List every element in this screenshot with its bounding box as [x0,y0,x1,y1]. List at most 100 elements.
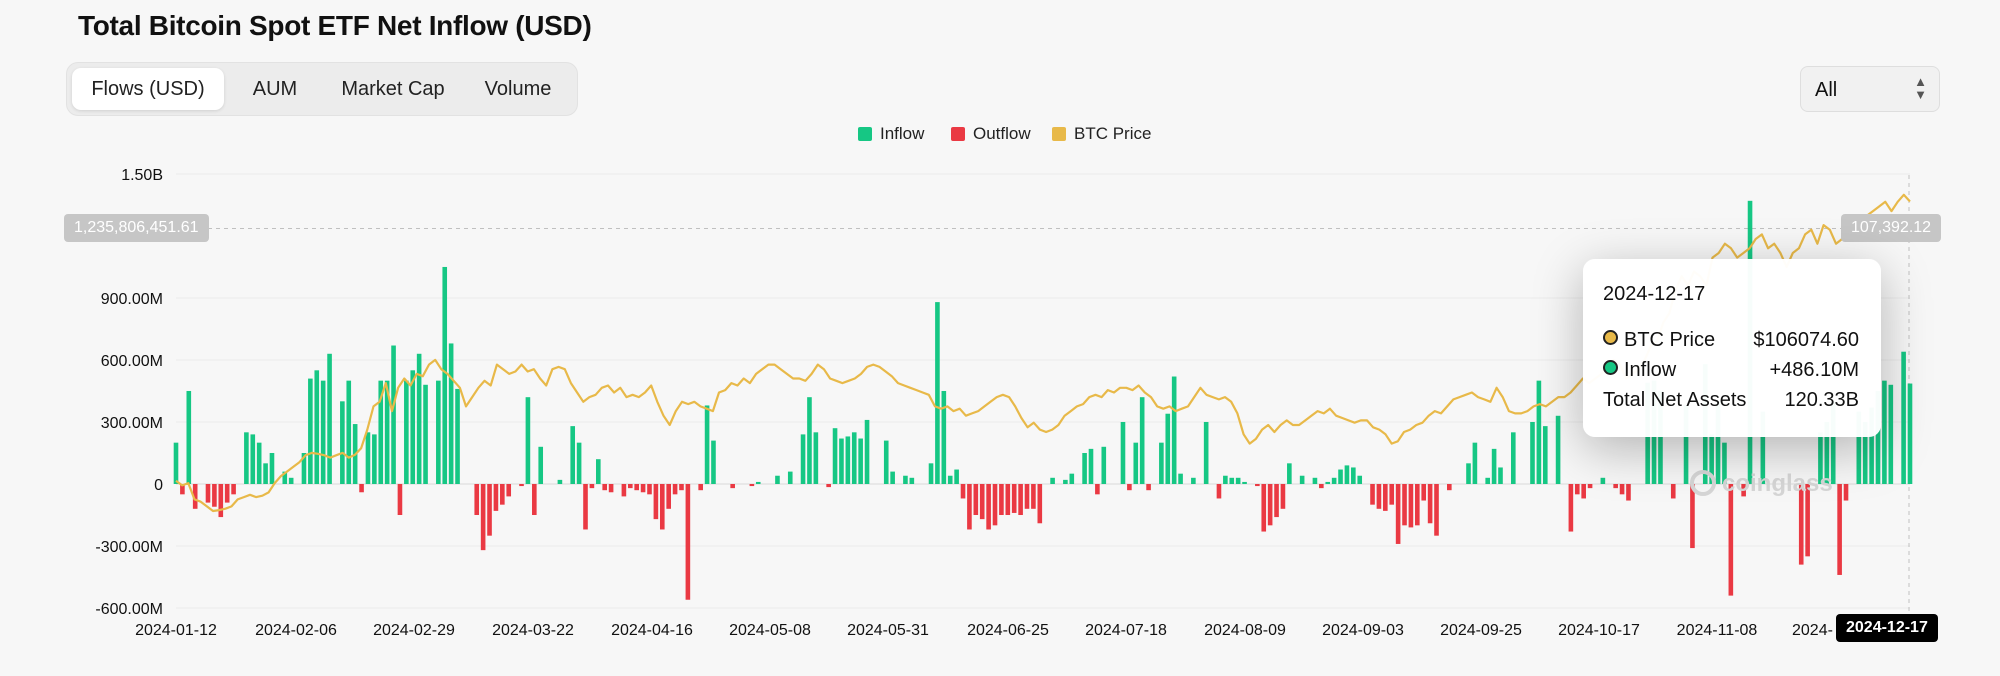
outflow-bar [1095,484,1100,495]
x-tick-label: 2024-05-08 [729,622,811,639]
inflow-bar [1242,481,1247,484]
inflow-bar [1299,475,1305,484]
page-title: Total Bitcoin Spot ETF Net Inflow (USD) [78,10,592,41]
outflow-bar [192,484,198,509]
inflow-bar [1856,411,1862,484]
inflow-bar [1178,473,1183,484]
x-axis-labels: 2024-01-12 2024-02-06 2024-02-29 2024-03-22… [135,622,1833,639]
tab-aum[interactable]: AUM [252,78,298,100]
inflow-bar [410,370,416,484]
inflow-bar [1344,465,1350,484]
y-axis-labels: 1.50B 900.00M 600.00M 300.00M 0 -300.00M -600.… [95,167,163,618]
inflow-bar [1229,477,1235,484]
outflow-bar [231,484,236,495]
inflow-bar [436,380,441,484]
tab-volume[interactable]: Volume [484,78,552,100]
outflow-bar [493,484,499,511]
outflow-bar [640,484,646,493]
outflow-bar [519,484,524,487]
inflow-bar [1658,390,1663,484]
inflow-bar [1760,411,1766,484]
inflow-bar [1498,467,1503,484]
inflow-bar [423,384,428,484]
outflow-bar [1690,484,1695,549]
inflow-bar [704,405,710,484]
outflow-bar [608,484,614,493]
outflow-bar [653,484,659,520]
outflow-bar [730,484,735,489]
inflow-bar [263,463,268,484]
y-tick-label: 1.50B [121,167,163,184]
chevron-up-down-icon: ▲ ▼ [1914,74,1927,102]
outflow-bar [602,484,608,491]
inflow-bar [1907,383,1913,484]
inflow-bar [1818,432,1823,484]
inflow-bar [1709,434,1714,484]
inflow-bar [1722,442,1727,484]
outflow-bar [583,484,588,530]
inflow-bar [1133,442,1139,484]
inflow-bar [308,378,313,484]
tab-flows[interactable]: Flows (USD) [72,68,224,110]
outflow-bar [1581,484,1586,499]
inflow-bar [807,397,812,484]
watermark-text: coinglass [1722,470,1833,497]
outflow-bar [1389,484,1395,505]
outflow-bar [1127,484,1132,491]
watermark: coinglass [1690,470,1833,498]
outflow-bar [1408,484,1414,528]
legend-inflow-label: Inflow [880,124,925,143]
tooltip-row-btc-price: BTC Price $106074.60 [1603,329,1859,355]
outflow-bar [212,484,217,507]
inflow-bar [1901,351,1906,484]
outflow-bar [474,484,480,516]
inflow-bar [384,380,390,484]
inflow-bar [391,345,396,484]
crosshair-y-label: 1,235,806,451.61 [64,214,209,242]
outflow-bar [1011,484,1017,513]
inflow-bar [903,475,908,484]
outflow-bar [659,484,665,530]
x-tick-label: 2024-07-18 [1085,622,1167,639]
outflow-bar [1434,484,1439,536]
inflow-bar [320,380,326,484]
range-select-value: All [1815,79,1838,101]
outflow-bar [1018,484,1023,516]
range-select[interactable]: All ▲ ▼ [1800,66,1940,112]
x-tick-label: 2024-01-12 [135,622,217,639]
inflow-bar [372,434,377,484]
tab-market-cap[interactable]: Market Cap [341,78,445,100]
inflow-dot-icon [1603,360,1618,375]
x-tick-label: 2024-09-03 [1322,622,1404,639]
inflow-bar [1101,446,1107,484]
inflow-bar [954,469,959,484]
x-tick-label: 2024-06-25 [967,622,1049,639]
x-tick-label: 2024-09-25 [1440,622,1522,639]
outflow-bar [1261,484,1267,532]
outflow-bar [1626,484,1631,501]
inflow-bar [538,446,544,484]
outflow-bar [685,484,691,600]
outflow-bar [1798,484,1804,565]
outflow-bar [992,484,998,526]
outflow-bar [999,484,1004,516]
legend-inflow[interactable]: Inflow [858,124,924,144]
inflow-bar [1472,442,1478,484]
outflow-bar [1255,484,1260,487]
inflow-bar [1683,405,1689,484]
inflow-bar [909,477,915,484]
outflow-bar [1805,484,1810,557]
inflow-bar [1069,473,1075,484]
coinglass-logo-icon [1690,470,1716,496]
inflow-bar [1171,376,1177,484]
outflow-bar [1383,484,1388,511]
chart-tabs: Flows (USD) AUM Market Cap Volume [66,62,578,116]
inflow-bar [1088,448,1094,484]
inflow-bar [864,419,870,484]
inflow-bar [244,432,249,484]
legend-outflow[interactable]: Outflow [951,124,1031,144]
inflow-bar [839,438,844,484]
outflow-bar [1421,484,1427,501]
legend-btc-price[interactable]: BTC Price [1052,124,1151,144]
